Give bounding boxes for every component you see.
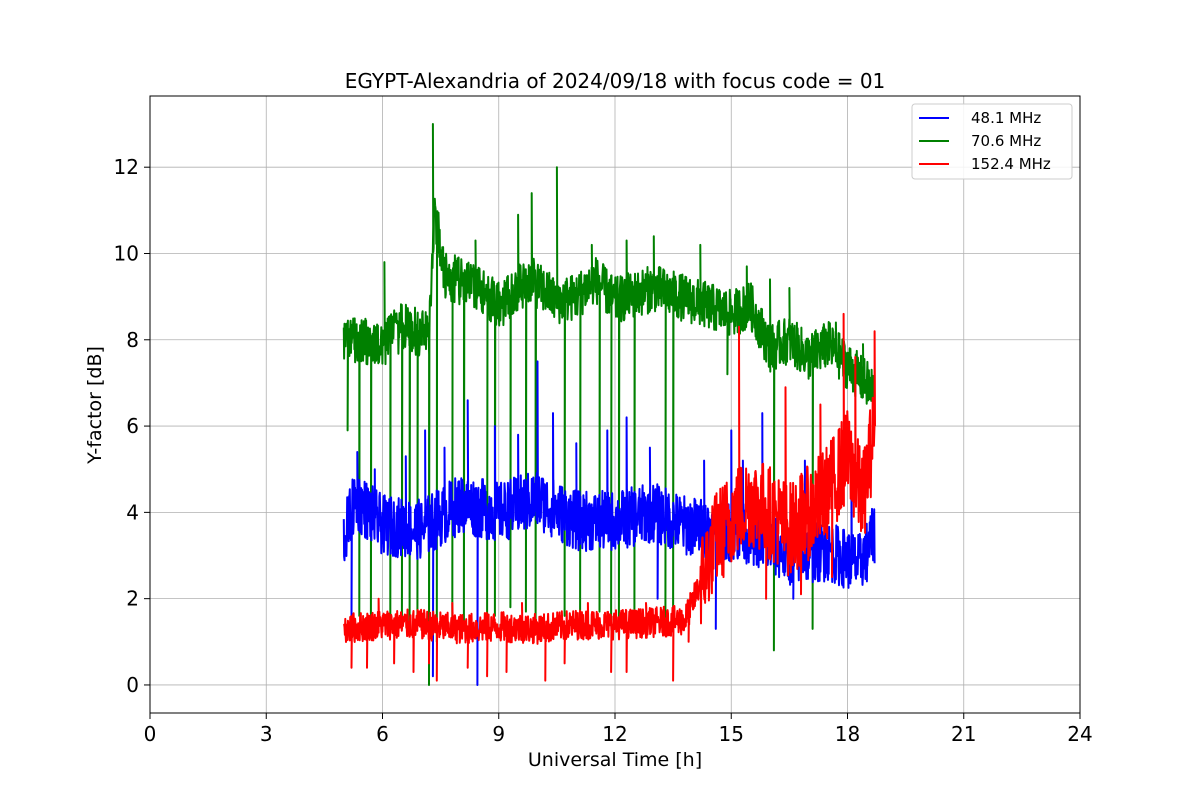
x-tick-label: 9 [492,722,505,746]
y-tick-label: 8 [126,328,139,352]
x-axis-label: Universal Time [h] [528,749,702,771]
plot-area [342,123,876,686]
y-axis: 0 2 4 6 8 10 12 [114,155,150,697]
series-line-152-4-mhz [342,312,876,682]
x-tick-label: 12 [602,722,627,746]
x-tick-label: 18 [835,722,860,746]
legend-label: 152.4 MHz [971,155,1051,173]
x-tick-label: 24 [1067,722,1092,746]
x-tick-label: 3 [260,722,273,746]
legend-label: 70.6 MHz [971,132,1041,150]
x-tick-label: 6 [376,722,389,746]
y-tick-label: 0 [126,673,139,697]
series-line-70-6-mhz [342,123,876,686]
y-tick-label: 12 [114,155,139,179]
x-tick-label: 15 [719,722,744,746]
x-axis: 0 3 6 9 12 15 18 21 24 [144,713,1093,746]
legend: 48.1 MHz 70.6 MHz 152.4 MHz [911,103,1073,180]
y-tick-label: 10 [114,241,139,265]
legend-box [911,103,1073,180]
x-tick-label: 0 [144,722,157,746]
x-tick-label: 21 [951,722,976,746]
series-group [342,123,876,686]
y-tick-label: 4 [126,500,139,524]
chart-title: EGYPT-Alexandria of 2024/09/18 with focu… [345,69,886,93]
legend-label: 48.1 MHz [971,109,1041,127]
y-axis-label: Y-factor [dB] [84,346,106,465]
y-tick-label: 6 [126,414,139,438]
y-tick-label: 2 [126,587,139,611]
